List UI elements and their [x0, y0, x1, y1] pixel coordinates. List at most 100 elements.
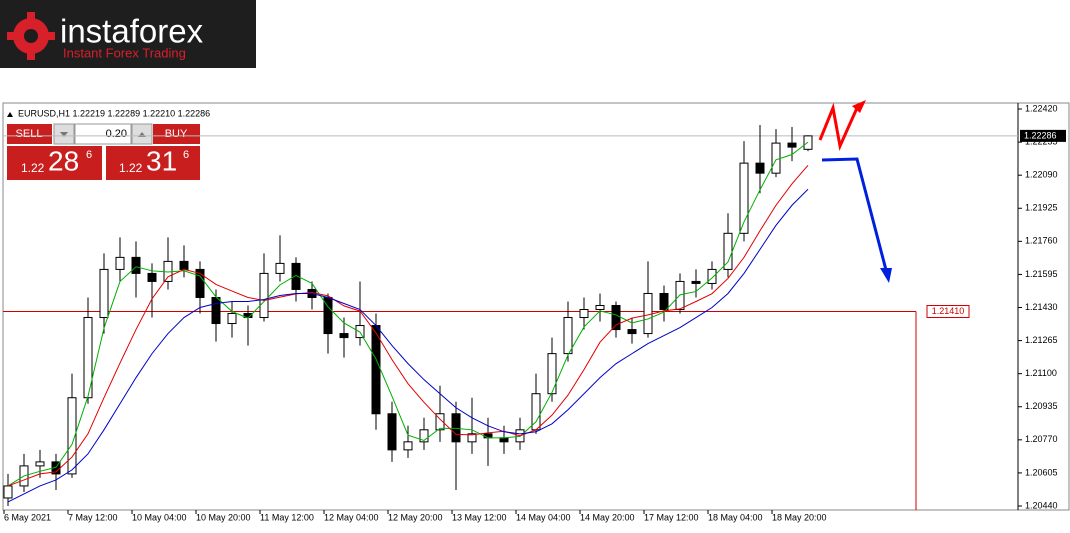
blue-arrow	[821, 157, 888, 271]
x-tick-label: 18 May 20:00	[772, 512, 827, 522]
y-tick-label: 1.21265	[1025, 335, 1058, 345]
buy-button[interactable]	[153, 124, 200, 144]
candle-body	[595, 304, 605, 311]
x-tick-label: 13 May 12:00	[452, 512, 507, 522]
y-tick-label: 1.22420	[1025, 103, 1058, 113]
volume-value: 0.20	[106, 128, 127, 140]
candle-body	[227, 313, 237, 325]
level-label: 1.21410	[932, 306, 965, 316]
candle-body	[179, 260, 189, 270]
red-arrow-head	[852, 100, 866, 113]
y-tick-label: 1.20440	[1025, 500, 1058, 510]
y-tick-label: 1.20605	[1025, 467, 1058, 477]
current-price-box	[1020, 129, 1066, 142]
candle-body	[355, 325, 365, 339]
candle-body	[371, 325, 381, 415]
candle-body	[483, 433, 493, 439]
candle-body	[787, 142, 797, 148]
y-tick-label: 1.21595	[1025, 269, 1058, 279]
chart-title: EURUSD,H1 1.22219 1.22289 1.22210 1.2228…	[18, 108, 210, 118]
candle-body	[275, 262, 285, 274]
sell-label: SELL	[16, 128, 43, 140]
buy-fraction: 6	[183, 149, 189, 161]
x-tick-label: 14 May 04:00	[516, 512, 571, 522]
candle-body	[579, 309, 589, 319]
y-tick-label: 1.20935	[1025, 401, 1058, 411]
candle-body	[451, 413, 461, 443]
candle-body	[739, 162, 749, 234]
logo-tagline: Instant Forex Trading	[63, 45, 186, 60]
trade-panel: SELL 0.20 BUY 1.22 28 6 1.22 31 6	[7, 123, 200, 180]
x-tick-label: 17 May 12:00	[644, 512, 699, 522]
y-tick-label: 1.21925	[1025, 203, 1058, 213]
x-tick-label: 12 May 04:00	[324, 512, 379, 522]
y-tick-label: 1.21430	[1025, 302, 1058, 312]
candle-body	[659, 292, 669, 311]
candle-body	[99, 268, 109, 319]
red-arrow	[818, 102, 859, 152]
candle-body	[259, 272, 269, 319]
logo-brand: instaforex	[60, 13, 204, 50]
volume-field[interactable]	[74, 123, 132, 145]
y-tick-label: 1.21760	[1025, 236, 1058, 246]
candle-body	[3, 485, 13, 499]
down-arrow-icon	[60, 132, 68, 137]
buy-label: BUY	[165, 128, 188, 140]
ma-line	[7, 165, 809, 487]
x-tick-label: 11 May 12:00	[260, 512, 314, 522]
candle-body	[611, 304, 621, 331]
candle-body	[643, 292, 653, 335]
candle-body	[563, 317, 573, 355]
ma-line	[7, 188, 809, 503]
sell-fraction: 6	[86, 149, 92, 161]
candle-body	[419, 429, 429, 443]
buy-big-figure: 1.22	[119, 161, 143, 175]
sell-price-box[interactable]	[7, 146, 102, 180]
candle-body	[755, 162, 765, 174]
candle-body	[35, 461, 45, 467]
y-tick-label: 1.20770	[1025, 434, 1058, 444]
sell-button[interactable]	[7, 124, 52, 144]
current-price-label: 1.22286	[1024, 130, 1057, 140]
x-tick-label: 12 May 20:00	[388, 512, 443, 522]
candle-body	[195, 268, 205, 298]
candle-body	[691, 280, 701, 284]
candle-body	[67, 397, 77, 475]
collapse-icon	[7, 112, 13, 117]
candle-body	[403, 441, 413, 451]
y-tick-label: 1.21100	[1025, 368, 1057, 378]
logo-icon	[7, 12, 55, 60]
x-tick-label: 7 May 12:00	[68, 512, 118, 522]
x-tick-label: 6 May 2021	[4, 512, 51, 522]
candle-body	[339, 333, 349, 339]
candle-body	[131, 256, 141, 274]
x-tick-label: 10 May 04:00	[132, 512, 187, 522]
candle-body	[291, 262, 301, 290]
ma-line	[7, 141, 809, 487]
candle-body	[771, 142, 781, 174]
candle-body	[387, 413, 397, 451]
sell-pips: 28	[48, 145, 79, 176]
forecast-arrows	[818, 100, 892, 283]
buy-price-box[interactable]	[106, 146, 200, 180]
candle-body	[435, 413, 445, 431]
x-tick-label: 18 May 04:00	[708, 512, 763, 522]
y-tick-label: 1.22090	[1025, 170, 1058, 180]
candle-body	[723, 232, 733, 270]
sell-big-figure: 1.22	[21, 161, 45, 175]
x-tick-label: 10 May 20:00	[196, 512, 251, 522]
candle-body	[707, 268, 717, 284]
candle-body	[627, 329, 637, 335]
candle-body	[547, 353, 557, 395]
plot-area: 1.224201.222551.220901.219251.217601.215…	[3, 103, 1066, 522]
candle-body	[115, 256, 125, 270]
candle-body	[499, 437, 509, 443]
candle-body	[211, 296, 221, 325]
candle-body	[467, 433, 477, 443]
buy-pips: 31	[146, 145, 177, 176]
level-label-box	[926, 305, 970, 319]
blue-arrow-head	[880, 268, 892, 283]
x-tick-label: 14 May 20:00	[580, 512, 635, 522]
